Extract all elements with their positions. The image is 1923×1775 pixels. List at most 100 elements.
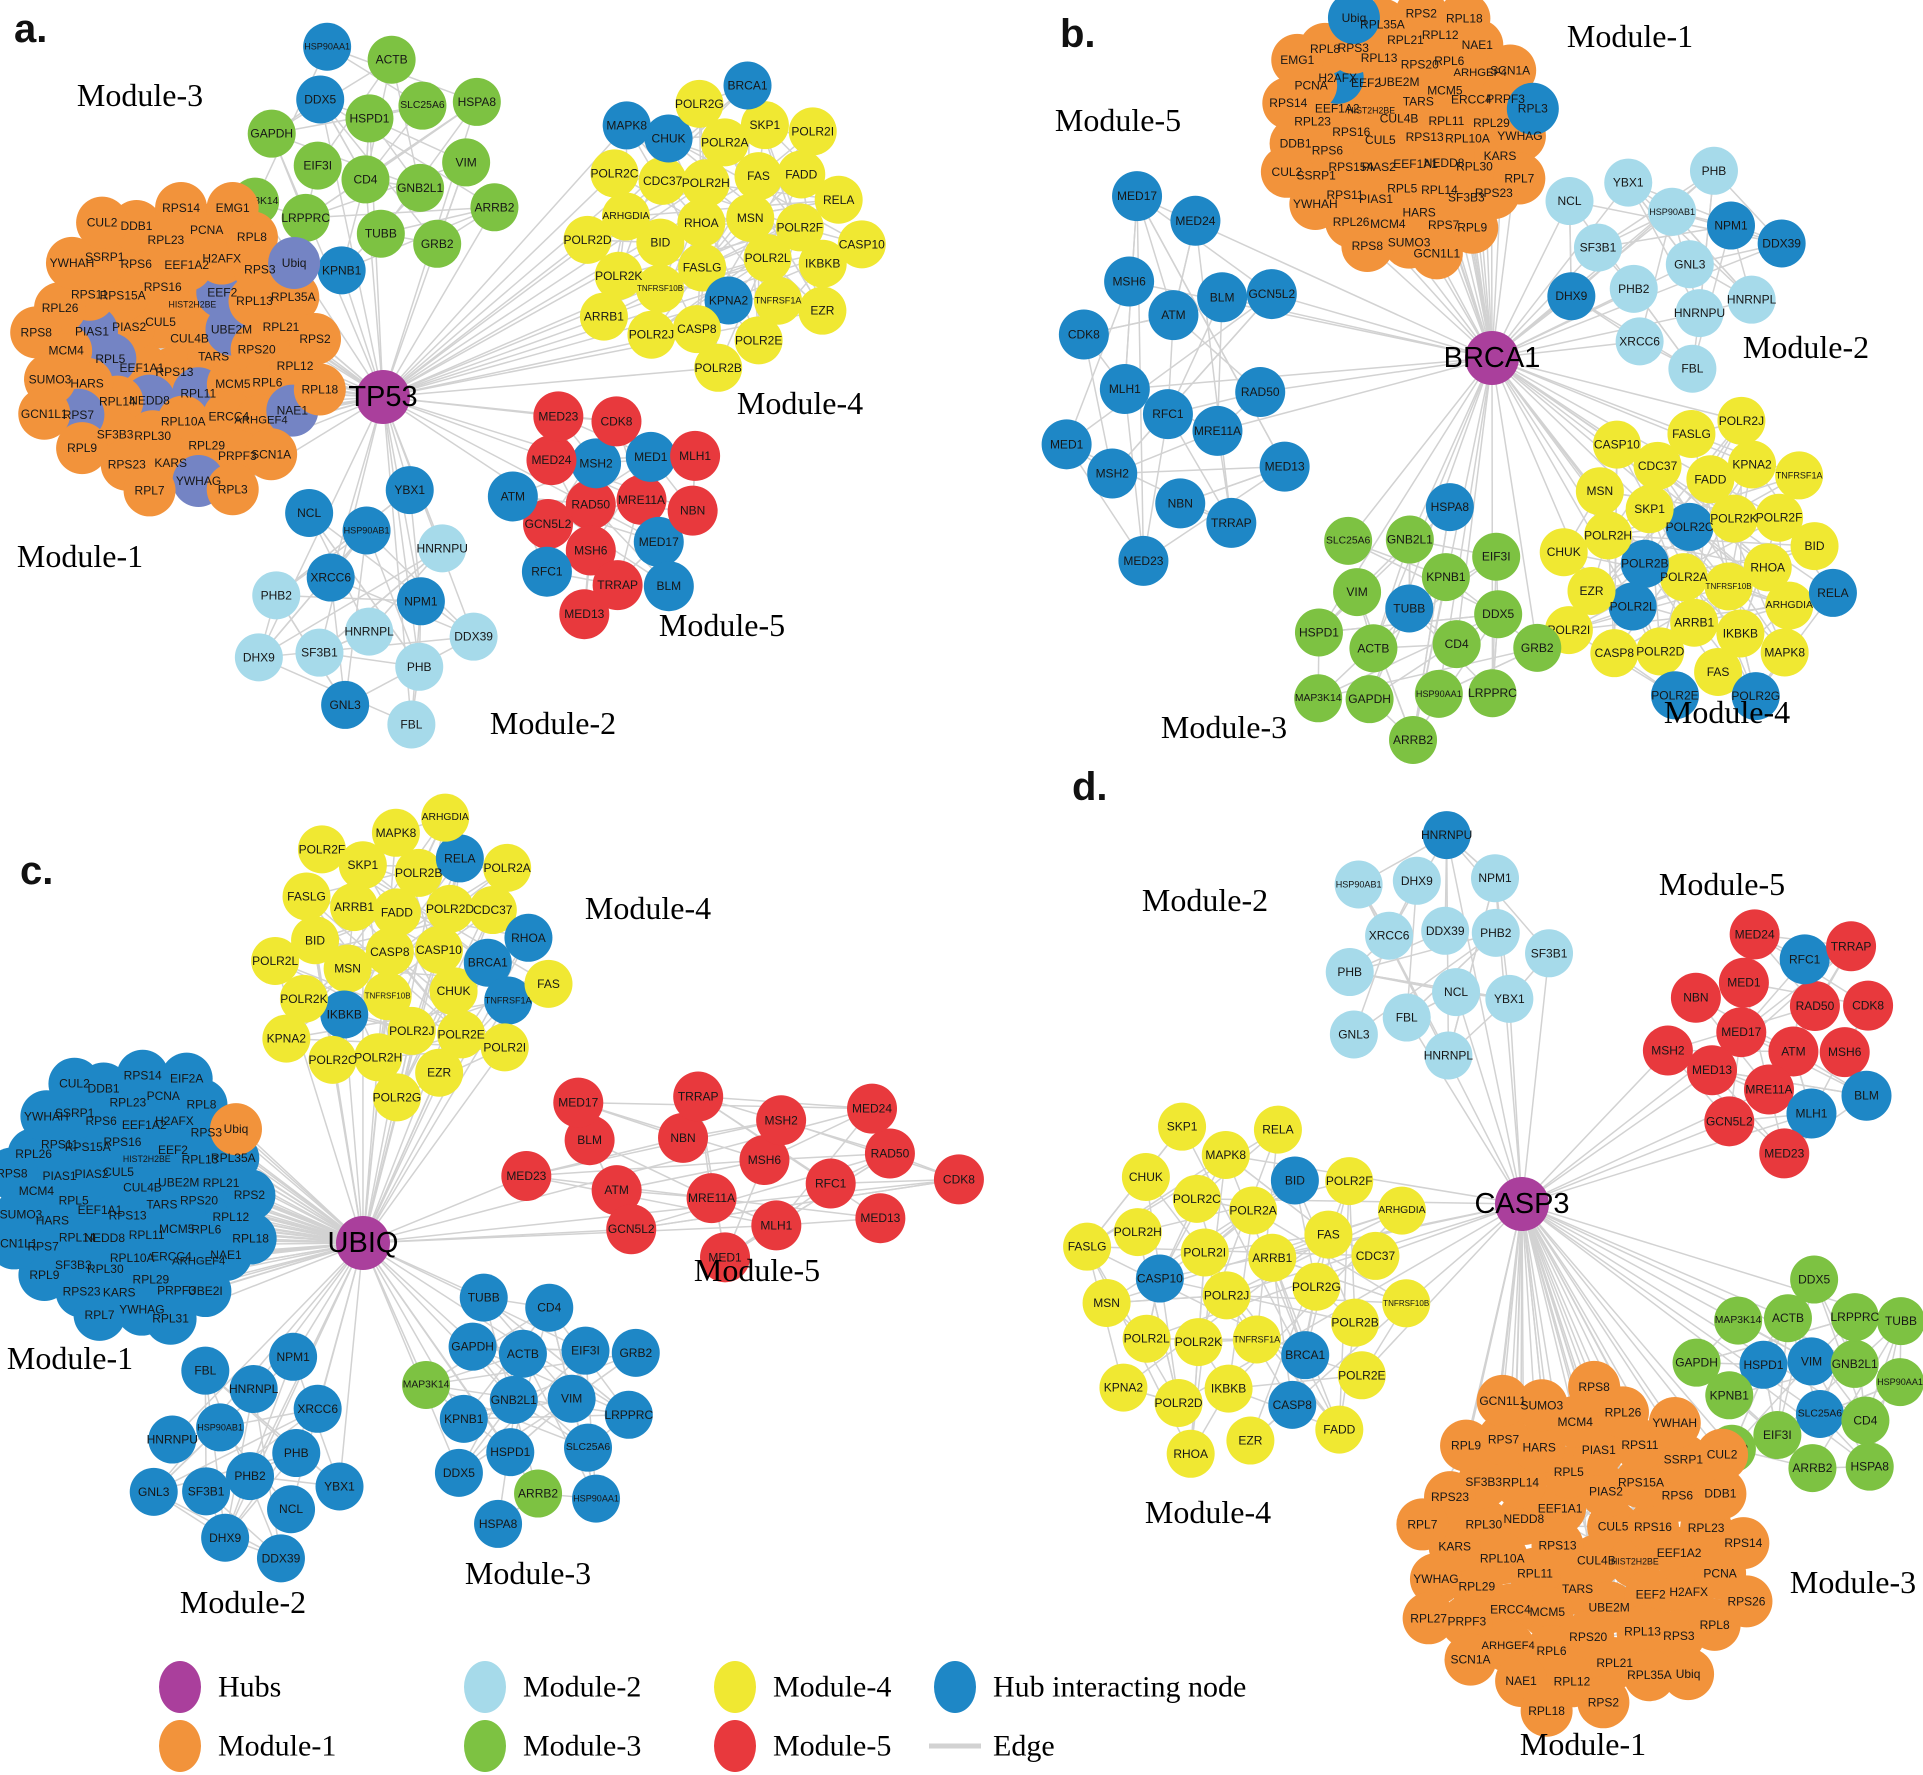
node-label: POLR2L xyxy=(745,251,791,265)
node-label: FBL xyxy=(1396,1011,1418,1025)
node-PHB2 xyxy=(252,571,301,620)
hub-edge xyxy=(1347,357,1493,542)
legend-item-module-4: Module-4 xyxy=(714,1661,891,1713)
node-CHUK xyxy=(1539,528,1588,577)
node-EZR xyxy=(1226,1416,1275,1465)
node-RAD50 xyxy=(1789,981,1840,1032)
node-POLR2I xyxy=(788,107,837,156)
node-NBN xyxy=(667,485,718,536)
node-POLR2H xyxy=(1584,511,1633,560)
node-label: TUBB xyxy=(468,1291,500,1305)
node-label: FAS xyxy=(747,169,770,183)
node-label: EEF2 xyxy=(158,1143,188,1157)
node-label: MAPK8 xyxy=(1764,645,1805,659)
node-label: HARS xyxy=(70,377,103,391)
node-POLR2G xyxy=(372,1073,421,1122)
node-PHB xyxy=(272,1429,321,1478)
node-GRB2 xyxy=(413,219,462,268)
module-label: Module-4 xyxy=(585,890,711,926)
node-CASP10 xyxy=(1592,420,1641,469)
node-label: GNL3 xyxy=(329,698,361,712)
node-BLM xyxy=(564,1115,615,1166)
module-label: Module-4 xyxy=(1664,694,1790,730)
node-CHUK xyxy=(429,967,478,1016)
hub-edge xyxy=(362,1178,960,1244)
node-label: UBE2I xyxy=(188,1284,223,1298)
node-EZR xyxy=(1567,566,1616,615)
node-PHB2 xyxy=(226,1452,275,1501)
node-label: EZR xyxy=(427,1066,451,1080)
node-label: RPL18 xyxy=(301,382,338,396)
node-label: CASP8 xyxy=(1595,646,1635,660)
node-label: RHOA xyxy=(1173,1447,1208,1461)
node-POLR2L xyxy=(743,234,792,283)
node-label: HSPD1 xyxy=(1743,1358,1783,1372)
node-label: MRE11A xyxy=(1194,424,1241,438)
module-label: Module-2 xyxy=(1142,882,1268,918)
node-NBN xyxy=(1155,478,1206,529)
node-Ubiq xyxy=(209,1103,262,1156)
node-ACTB xyxy=(1349,624,1398,673)
node-label: SF3B1 xyxy=(1580,241,1617,255)
node-RPS14 xyxy=(1262,77,1315,130)
node-POLR2E xyxy=(437,1010,486,1059)
legend-item-hubs: Hubs xyxy=(159,1661,281,1713)
node-label: CHUK xyxy=(652,131,686,145)
node-label: RPS7 xyxy=(1428,218,1460,232)
node-KPNB1 xyxy=(1421,553,1470,602)
node-label: MSN xyxy=(1093,1296,1120,1310)
node-label: RPL11 xyxy=(180,386,216,400)
node-label: GRB2 xyxy=(1521,641,1554,655)
node-FASLG xyxy=(1063,1222,1112,1271)
node-VIM xyxy=(1787,1337,1836,1386)
edge xyxy=(1136,195,1273,295)
node-label: RPL26 xyxy=(1605,1405,1642,1419)
node-DDX39 xyxy=(449,612,498,661)
node-label: POLR2B xyxy=(395,866,442,880)
node-label: MLH1 xyxy=(760,1218,792,1232)
node-label: RPL30 xyxy=(87,1262,124,1276)
node-GCN1L1 xyxy=(1410,227,1463,280)
node-label: RPS6 xyxy=(1312,143,1344,157)
hub-edge xyxy=(1455,357,1493,645)
node-label: NPM1 xyxy=(1478,871,1512,885)
edge xyxy=(1065,281,1130,445)
node-label: YWHAH xyxy=(1293,197,1338,211)
node-label: KPNA2 xyxy=(1732,457,1772,471)
node-label: RPL14 xyxy=(59,1230,96,1244)
node-label: EZR xyxy=(1238,1434,1262,1448)
node-MED13 xyxy=(1687,1045,1738,1096)
node-label: GNB2L1 xyxy=(397,181,443,195)
edge xyxy=(1159,1277,1356,1324)
node-label: RPL21 xyxy=(203,1176,240,1190)
node-label: PCNA xyxy=(1294,78,1327,92)
node-MED17 xyxy=(1716,1007,1767,1058)
node-label: RPS11 xyxy=(71,288,108,302)
node-POLR2J xyxy=(627,310,676,359)
node-CASP10 xyxy=(414,925,463,974)
hub-edge xyxy=(1521,1120,1730,1205)
node-label: RPL23 xyxy=(1688,1521,1725,1535)
module-label: Module-5 xyxy=(1055,102,1181,138)
node-label: MCM4 xyxy=(19,1184,55,1198)
node-label: SUMO3 xyxy=(1520,1398,1563,1412)
node-FBL xyxy=(1382,993,1431,1042)
node-label: POLR2E xyxy=(437,1027,484,1041)
node-label: KPNA2 xyxy=(1104,1381,1144,1395)
node-PHB2 xyxy=(1609,264,1658,313)
node-label: NCL xyxy=(1557,194,1581,208)
node-label: DDB1 xyxy=(1704,1487,1736,1501)
hub-edge xyxy=(1521,953,1550,1205)
node-label: POLR2D xyxy=(563,233,611,247)
node-CDK8 xyxy=(1843,980,1894,1031)
node-label: NBN xyxy=(680,504,705,518)
node-label: GNB2L1 xyxy=(1387,533,1433,547)
node-label: FBL xyxy=(400,717,422,731)
node-SLC25A6 xyxy=(1795,1389,1844,1438)
node-label: GAPDH xyxy=(1348,692,1391,706)
node-MED13 xyxy=(559,589,610,640)
node-label: RAD50 xyxy=(871,1146,910,1160)
node-label: MSH2 xyxy=(1651,1044,1685,1058)
hub-edge xyxy=(362,1072,440,1244)
node-label: RPL35A xyxy=(1627,1668,1672,1682)
